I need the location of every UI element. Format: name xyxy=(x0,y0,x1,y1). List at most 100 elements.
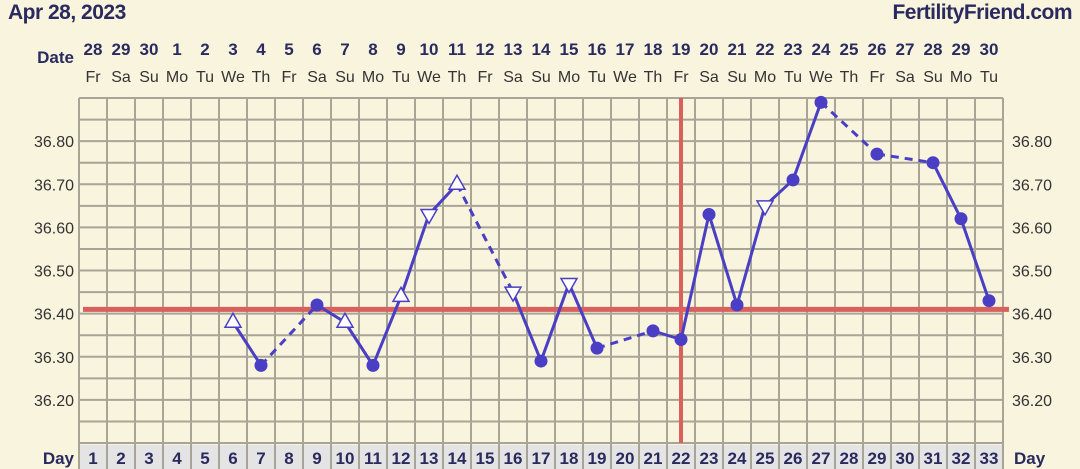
series-segment xyxy=(371,295,403,366)
day-number: 5 xyxy=(200,449,209,468)
series-segment xyxy=(511,291,543,362)
data-point-dot xyxy=(310,298,324,312)
day-number: 29 xyxy=(868,449,887,468)
day-number: 17 xyxy=(532,449,551,468)
date-label: 5 xyxy=(284,40,293,59)
date-label: 21 xyxy=(728,40,747,59)
date-label: 30 xyxy=(980,40,999,59)
weekday-label: We xyxy=(809,69,833,86)
date-label: 18 xyxy=(644,40,663,59)
date-label: 22 xyxy=(756,40,775,59)
series-segment xyxy=(707,213,739,306)
y-tick-right: 36.50 xyxy=(1012,264,1052,281)
weekday-label: Mo xyxy=(362,69,384,86)
date-label: 6 xyxy=(312,40,321,59)
date-label: 24 xyxy=(812,40,831,59)
brand-logo-text[interactable]: FertilityFriend.com xyxy=(892,1,1072,24)
data-point-triangle-down xyxy=(419,208,439,225)
date-row-label: Date xyxy=(37,48,74,67)
day-number: 15 xyxy=(476,449,495,468)
weekday-label: Fr xyxy=(85,69,101,86)
data-point-dot xyxy=(702,207,716,221)
series-segment xyxy=(931,162,963,220)
data-point-triangle-up xyxy=(391,285,411,303)
day-number: 3 xyxy=(144,449,153,468)
weekday-label: Sa xyxy=(307,69,327,86)
y-tick-left: 36.20 xyxy=(34,393,74,410)
date-label: 2 xyxy=(200,40,209,59)
weekday-label: Tu xyxy=(196,69,214,86)
day-number: 9 xyxy=(312,449,321,468)
day-number: 23 xyxy=(700,449,719,468)
y-tick-left: 36.70 xyxy=(34,177,74,194)
date-label: 11 xyxy=(448,40,466,59)
data-point-dot xyxy=(786,173,800,187)
weekday-label: Sa xyxy=(895,69,915,86)
y-tick-left: 36.40 xyxy=(34,307,74,324)
data-point-dot xyxy=(926,156,940,170)
date-label: 28 xyxy=(84,40,103,59)
y-tick-left: 36.50 xyxy=(34,264,74,281)
day-number: 4 xyxy=(172,449,182,468)
weekday-label: Th xyxy=(252,69,271,86)
date-label: 16 xyxy=(588,40,607,59)
date-label: 23 xyxy=(784,40,803,59)
day-number: 22 xyxy=(672,449,691,468)
date-label: 4 xyxy=(256,40,266,59)
series-segment-dashed xyxy=(876,152,934,165)
date-label: 29 xyxy=(112,40,131,59)
weekday-label: Su xyxy=(923,69,943,86)
day-number: 24 xyxy=(728,449,747,468)
weekday-label: Sa xyxy=(699,69,719,86)
day-number: 31 xyxy=(924,449,943,468)
day-number: 13 xyxy=(420,449,439,468)
series-segment-dashed xyxy=(819,101,879,156)
day-number: 26 xyxy=(784,449,803,468)
day-number: 25 xyxy=(756,449,775,468)
data-point-dot xyxy=(982,294,996,308)
weekday-label: Mo xyxy=(950,69,972,86)
series-segment xyxy=(343,321,375,367)
data-point-triangle-up xyxy=(335,311,355,328)
day-number: 10 xyxy=(336,449,355,468)
date-label: 14 xyxy=(532,40,551,59)
weekday-label: We xyxy=(221,69,245,86)
data-point-dot xyxy=(254,358,268,372)
y-tick-right: 36.60 xyxy=(1012,220,1052,237)
day-number: 30 xyxy=(896,449,915,468)
day-row-bg xyxy=(79,445,1003,469)
series-segment xyxy=(791,101,823,181)
day-number: 20 xyxy=(616,449,635,468)
date-label: 1 xyxy=(172,40,181,59)
data-point-dot xyxy=(730,298,744,312)
weekday-label: Su xyxy=(139,69,159,86)
y-tick-right: 36.40 xyxy=(1012,307,1052,324)
y-tick-left: 36.30 xyxy=(34,350,74,367)
date-label: 25 xyxy=(840,40,859,59)
date-label: 7 xyxy=(340,40,349,59)
date-label: 29 xyxy=(952,40,971,59)
date-label: 12 xyxy=(476,40,495,59)
data-point-dot xyxy=(954,212,968,226)
data-point-triangle-down xyxy=(503,286,523,303)
weekday-label: Fr xyxy=(281,69,297,86)
weekday-label: Fr xyxy=(869,69,885,86)
date-label: 10 xyxy=(420,40,439,59)
weekday-label: We xyxy=(417,69,441,86)
data-point-triangle-down xyxy=(559,277,579,294)
y-tick-right: 36.30 xyxy=(1012,350,1052,367)
day-row-label: Day xyxy=(43,449,75,468)
date-label: 13 xyxy=(504,40,523,59)
weekday-label: Fr xyxy=(673,69,689,86)
day-number: 6 xyxy=(228,449,237,468)
series-segment-dashed xyxy=(596,329,654,350)
weekday-label: Th xyxy=(448,69,467,86)
weekday-label: Sa xyxy=(111,69,131,86)
series-segment-dashed xyxy=(455,183,515,293)
data-point-triangle-up xyxy=(447,173,467,190)
y-tick-left: 36.60 xyxy=(34,220,74,237)
weekday-label: Tu xyxy=(392,69,410,86)
data-point-triangle-up xyxy=(223,311,243,328)
day-number: 8 xyxy=(284,449,293,468)
